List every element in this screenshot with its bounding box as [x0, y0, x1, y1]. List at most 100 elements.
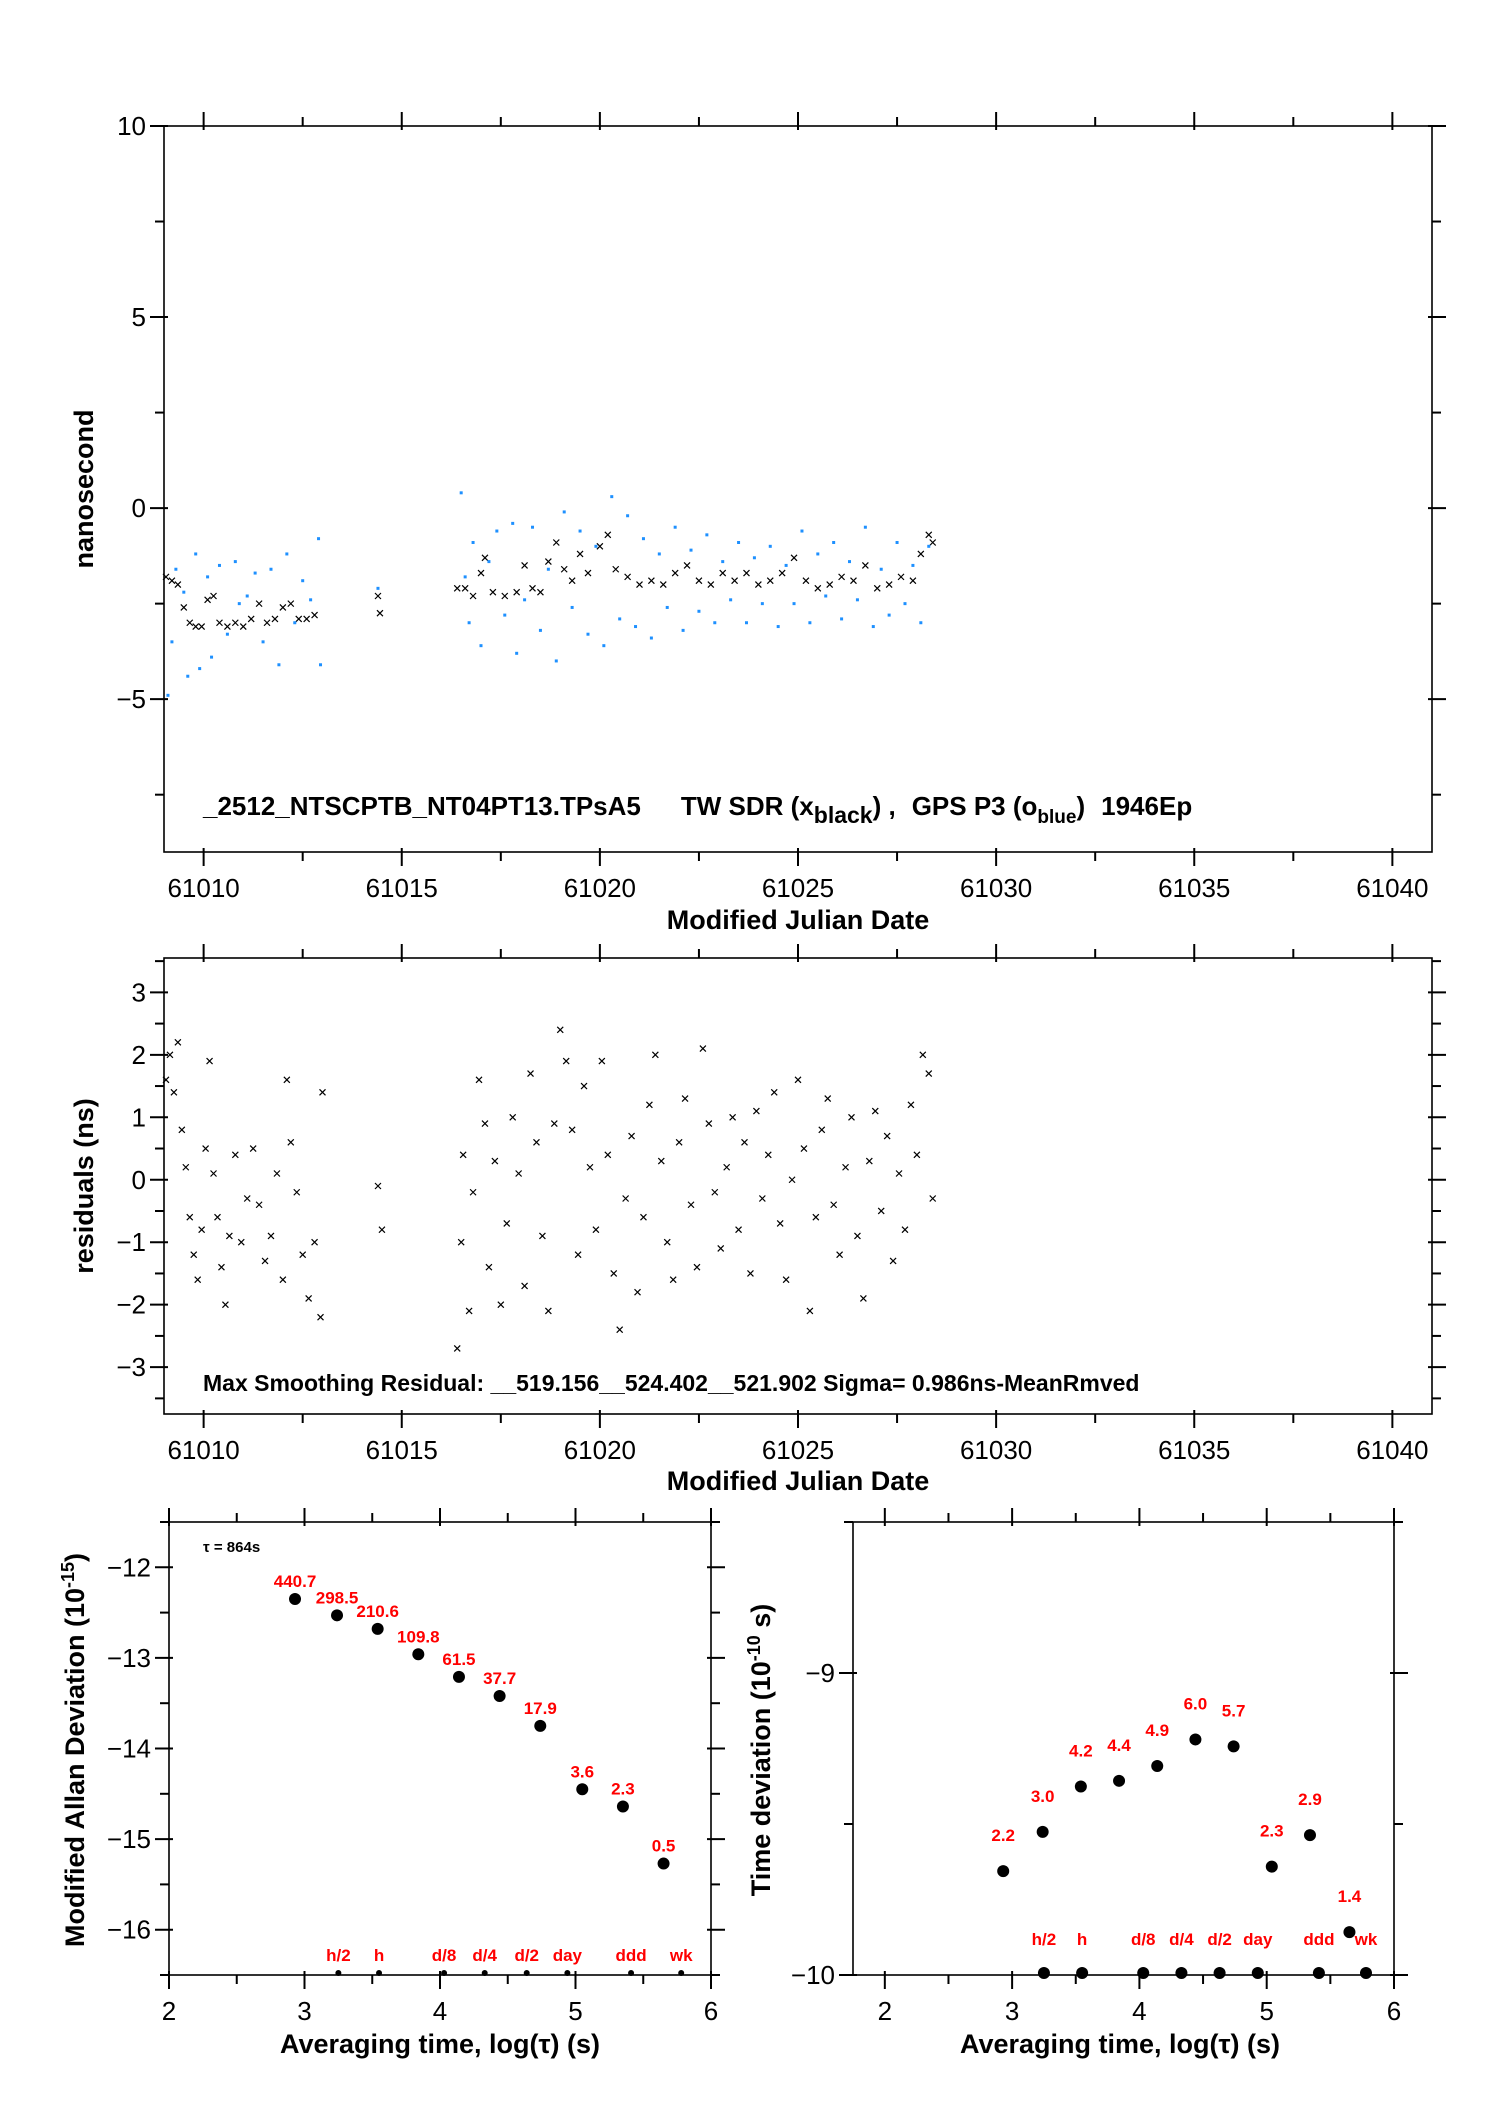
data-point-x — [663, 1238, 671, 1246]
period-marker — [1359, 1967, 1372, 1979]
x-tick-label: 5 — [568, 1996, 582, 2026]
data-point-x — [598, 1057, 606, 1065]
data-point-dot — [319, 663, 323, 667]
period-label: h/2 — [1032, 1930, 1057, 1949]
data-point-x — [556, 1026, 564, 1034]
data-point — [1151, 1760, 1164, 1773]
data-point-x — [501, 592, 509, 600]
data-point — [1343, 1926, 1356, 1939]
data-point-x — [469, 1188, 477, 1196]
data-point-x — [194, 1276, 202, 1284]
data-point-x — [830, 1201, 838, 1209]
period-marker — [441, 1970, 448, 1976]
data-point-dot — [911, 563, 915, 567]
data-point-x — [681, 1095, 689, 1102]
data-point-x — [640, 1213, 647, 1221]
x-axis-label: Modified Julian Date — [667, 1466, 930, 1496]
data-point-x — [705, 1120, 713, 1127]
data-point-x — [850, 577, 857, 585]
data-point-dot — [729, 598, 733, 602]
data-point-x — [628, 1132, 635, 1140]
data-point-dot — [269, 567, 273, 571]
data-point-x — [568, 1126, 576, 1134]
data-point-dot — [562, 510, 566, 514]
x-tick-label: 61025 — [762, 873, 834, 903]
data-point-x — [838, 573, 846, 581]
data-point-x — [376, 609, 384, 617]
data-point-x — [239, 623, 247, 630]
data-point — [493, 1689, 506, 1702]
data-point-x — [586, 1163, 594, 1171]
x-tick-label: 61010 — [167, 873, 239, 903]
data-point-dot — [554, 659, 558, 663]
data-point-dot — [293, 621, 297, 625]
time-deviation-panel: Time deviation (10-10 s) Averaging time,… — [744, 1508, 1408, 2059]
period-marker — [1175, 1967, 1188, 1979]
data-point-x — [293, 1188, 301, 1196]
period-label: h/2 — [326, 1946, 351, 1965]
data-point-dot — [253, 571, 257, 575]
period-marker — [1312, 1967, 1325, 1979]
data-point-dot — [594, 544, 598, 548]
data-point-x — [871, 1107, 879, 1115]
data-point-x — [533, 1138, 540, 1146]
data-point-x — [671, 569, 679, 577]
data-label: 6.0 — [1184, 1694, 1208, 1713]
data-point-x — [764, 1151, 772, 1159]
data-point-dot — [376, 586, 380, 590]
x-tick-label: 61035 — [1158, 873, 1230, 903]
data-point — [576, 1783, 589, 1796]
data-point-x — [925, 531, 933, 539]
x-tick-label: 61015 — [366, 873, 438, 903]
data-point-x — [192, 623, 200, 630]
data-point-x — [897, 573, 905, 581]
data-point-x — [544, 558, 552, 566]
data-point — [657, 1857, 670, 1870]
data-label: 1.4 — [1338, 1887, 1362, 1906]
y-axis-label: Time deviation (10-10 s) — [744, 1604, 776, 1897]
data-point-x — [919, 1051, 927, 1059]
data-point-x — [237, 1238, 245, 1246]
data-point-dot — [503, 613, 507, 617]
y-tick-label: 1 — [132, 1102, 146, 1132]
data-point-x — [457, 1238, 465, 1246]
data-point-x — [186, 1213, 194, 1221]
data-point-x — [806, 1307, 814, 1315]
data-point-dot — [800, 529, 804, 533]
y-tick-label: 5 — [132, 302, 146, 332]
data-point-dot — [689, 548, 693, 552]
data-point-x — [182, 1163, 190, 1171]
data-point — [1036, 1825, 1049, 1838]
data-point-x — [800, 1145, 808, 1152]
data-point-dot — [523, 598, 527, 602]
data-point-dot — [610, 495, 614, 499]
data-point — [534, 1719, 547, 1732]
data-point-x — [824, 1095, 832, 1102]
data-point-dot — [198, 667, 202, 671]
data-point-dot — [626, 514, 630, 518]
data-label: 2.2 — [991, 1826, 1015, 1845]
data-point-x — [210, 592, 217, 600]
data-point-x — [925, 1070, 933, 1077]
data-point-dot — [225, 632, 229, 636]
data-point-x — [854, 1232, 861, 1240]
plot-caption: _2512_NTSCPTB_NT04PT13.TPsA5 TW SDR (xbla… — [202, 791, 1192, 828]
period-marker — [564, 1970, 571, 1976]
data-point-x — [729, 1113, 737, 1121]
data-point-x — [776, 1220, 784, 1227]
data-point-x — [877, 1207, 885, 1215]
data-point-x — [210, 1170, 217, 1177]
data-point-x — [273, 1170, 281, 1177]
data-point-dot — [863, 525, 867, 529]
x-tick-label: 4 — [433, 1996, 447, 2026]
data-point-dot — [808, 621, 812, 625]
data-point-dot — [919, 621, 923, 625]
data-point-x — [481, 1120, 489, 1127]
data-point-dot — [848, 560, 852, 564]
data-point-x — [271, 615, 279, 623]
data-point-dot — [887, 613, 891, 617]
data-point-x — [247, 615, 255, 623]
data-point-x — [225, 1232, 233, 1240]
y-tick-label: −16 — [107, 1915, 151, 1945]
